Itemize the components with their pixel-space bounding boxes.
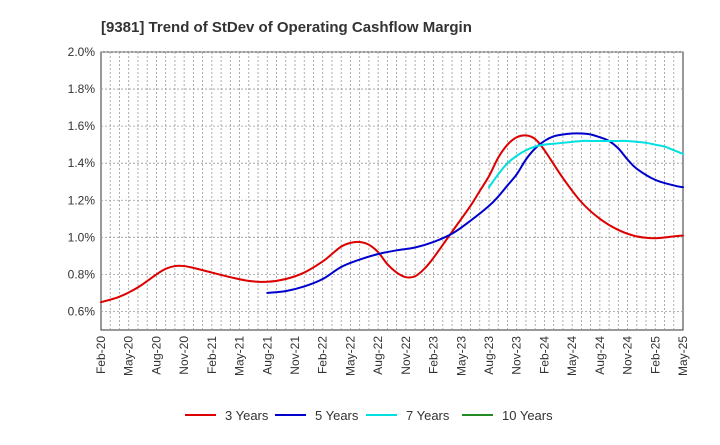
x-tick-label: Nov-22 <box>399 336 413 375</box>
x-tick-label: Aug-20 <box>149 336 163 375</box>
x-tick-label: Feb-25 <box>648 336 662 374</box>
y-tick-label: 0.8% <box>68 267 96 281</box>
y-tick-label: 1.0% <box>68 230 96 244</box>
y-tick-label: 1.2% <box>68 193 96 207</box>
x-tick-label: Aug-24 <box>593 336 607 375</box>
x-tick-label: Feb-20 <box>94 336 108 374</box>
series-line-3-years <box>100 134 684 304</box>
x-tick-label: May-25 <box>676 336 690 376</box>
x-tick-label: May-21 <box>233 336 247 376</box>
plot-area <box>100 51 684 331</box>
x-tick-label: May-24 <box>565 336 579 376</box>
x-tick-label: Feb-23 <box>427 336 441 374</box>
x-tick-label: Feb-22 <box>316 336 330 374</box>
legend-label-10-years: 10 Years <box>502 408 553 423</box>
x-tick-label: Aug-22 <box>371 336 385 375</box>
x-tick-label: Nov-24 <box>621 336 635 375</box>
chart-title: [9381] Trend of StDev of Operating Cashf… <box>101 19 472 36</box>
legend: 3 Years 5 Years 7 Years 10 Years <box>185 408 553 423</box>
y-tick-label: 2.0% <box>68 45 96 59</box>
series-line-5-years <box>266 132 684 294</box>
legend-label-7-years: 7 Years <box>406 408 450 423</box>
x-tick-label: Nov-23 <box>510 336 524 375</box>
x-tick-label: Feb-21 <box>205 336 219 374</box>
y-tick-label: 1.8% <box>68 82 96 96</box>
y-tick-label: 0.6% <box>68 304 96 318</box>
series-layer <box>100 132 684 304</box>
series-line-7-years <box>488 139 684 189</box>
legend-label-5-years: 5 Years <box>315 408 359 423</box>
grid-layer <box>101 51 683 330</box>
y-tick-label: 1.4% <box>68 156 96 170</box>
y-tick-label: 1.6% <box>68 119 96 133</box>
x-tick-label: May-20 <box>122 336 136 376</box>
x-tick-label: Nov-20 <box>177 336 191 375</box>
x-tick-label: Feb-24 <box>537 336 551 374</box>
x-tick-label: Aug-23 <box>482 336 496 375</box>
x-tick-label: May-22 <box>343 336 357 376</box>
legend-label-3-years: 3 Years <box>225 408 269 423</box>
x-tick-label: Aug-21 <box>260 336 274 375</box>
axis-layer: 0.6% 0.8% 1.0% 1.2% 1.4% 1.6% 1.8% 2.0% Feb-20 Ma… <box>68 45 690 376</box>
x-tick-label: May-23 <box>454 336 468 376</box>
x-tick-label: Nov-21 <box>288 336 302 375</box>
